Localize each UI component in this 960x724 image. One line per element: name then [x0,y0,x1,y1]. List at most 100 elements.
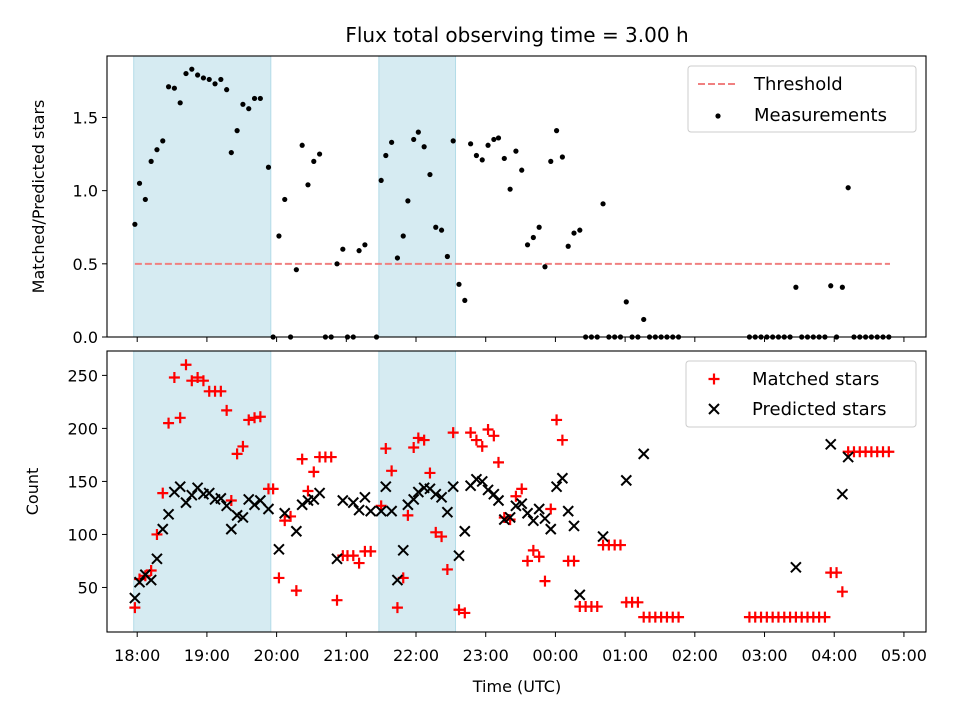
matched-star-marker [516,483,528,495]
legend-measurements-label: Measurements [754,105,887,126]
predicted-star-marker [476,475,488,488]
legend-box [687,65,917,133]
predicted-star-marker [430,488,442,500]
measurement-point [421,144,427,150]
predicted-star-marker [151,553,163,565]
matched-star-marker [412,432,424,444]
matched-star-marker [430,526,442,538]
predicted-star-marker [331,553,343,565]
measurement-point [195,72,201,78]
matched-star-marker [453,604,465,616]
predicted-star-marker [488,488,500,500]
matched-star-marker [492,456,504,468]
matched-star-marker [273,572,285,584]
measurement-point [600,201,606,207]
measurement-point [839,284,845,290]
measurement-point [240,101,246,107]
measurement-point [183,70,189,77]
y-tick-label: 100 [67,525,98,544]
y-axis-label: Matched/Predicted stars [29,100,48,294]
measurement-point [491,136,497,143]
matched-star-marker [574,601,586,613]
measurement-point [257,95,263,102]
x-axis-label: Time (UTC) [472,677,561,696]
matched-star-marker [296,453,308,465]
matched-star-marker [447,427,459,439]
measurement-point [473,152,480,159]
measurement-point [293,267,299,273]
measurement-point [316,151,323,157]
matched-star-marker [180,359,192,371]
predicted-star-marker [273,543,285,555]
measurement-point [641,316,647,323]
matched-star-marker [533,551,545,563]
measurement-point [228,149,234,156]
y-axis-label: Count [23,468,42,516]
x-tick-label: 19:00 [184,646,230,665]
measurement-point [251,95,258,102]
chart-title: Flux total observing time = 3.00 h [345,23,688,47]
measurement-point [282,196,288,203]
measurement-point [501,155,507,162]
matched-star-marker [556,434,568,446]
measurement-point [334,261,340,267]
measurement-point [542,264,548,270]
matched-star-marker [267,483,279,495]
predicted-star-marker [215,492,227,505]
matched-star-marker [465,427,477,439]
matched-star-marker [325,451,337,463]
matched-star-marker [186,375,198,387]
matched-star-marker [424,467,436,479]
predicted-star-marker [790,561,802,574]
plot-frame [106,350,927,633]
predicted-star-marker [262,503,275,515]
x-tick-label: 23:00 [463,646,509,665]
matched-star-marker [302,485,314,497]
matched-star-marker [365,545,377,557]
y-tick-label: 0.0 [73,328,98,347]
measurement-point [495,135,502,141]
measurement-point [148,158,154,164]
measurement-point [828,283,834,289]
measurement-point [246,106,252,112]
predicted-star-marker [562,505,574,517]
y-tick-label: 200 [67,419,98,438]
measurement-point [383,152,389,159]
legend-predicted-label: Predicted stars [752,399,886,420]
matched-star-marker [470,434,482,446]
matched-star-marker [353,557,365,569]
predicted-star-marker [533,503,545,515]
measurement-point [845,185,851,191]
legend-box [685,360,917,428]
matched-star-marker [254,411,266,423]
matched-star-marker [545,503,557,515]
matched-star-marker [831,567,843,579]
y-tick-label: 50 [78,578,98,597]
measurement-point [142,196,148,203]
measurement-point [524,242,531,248]
shaded-span [133,55,272,338]
measurement-point [468,141,474,147]
predicted-star-marker [447,481,459,493]
matched-star-marker [819,611,831,623]
matched-star-marker [591,601,603,613]
legend-matched-label: Matched stars [752,369,879,390]
predicted-star-marker [453,549,465,562]
predicted-star-marker [516,497,528,510]
matched-star-marker [168,372,180,384]
matched-star-marker [418,434,430,446]
matched-star-marker [498,511,510,523]
measurement-point [212,81,218,87]
predicted-star-marker [407,493,420,506]
predicted-star-marker [364,505,377,517]
measurement-point [411,136,417,143]
matched-star-marker [883,446,895,458]
predicted-star-marker [162,508,175,521]
measurement-point [553,128,560,134]
x-tick-label: 02:00 [672,646,718,665]
matched-star-marker [551,414,563,426]
matched-star-marker [673,611,685,623]
matched-star-marker [459,607,471,619]
matched-star-marker [380,443,392,455]
predicted-star-marker [412,486,425,498]
